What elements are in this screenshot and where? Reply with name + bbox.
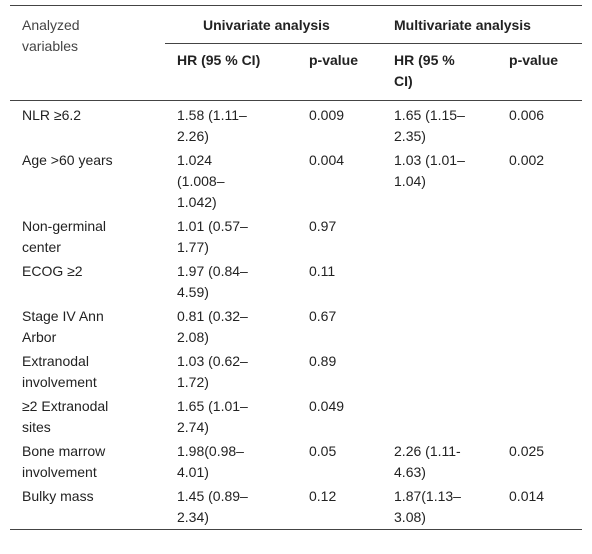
results-table: Analyzed variables Univariate analysis M… (10, 5, 583, 530)
p-value-cell: 0.002 (509, 152, 545, 168)
p-value-cell: 0.67 (309, 308, 337, 324)
hr-cell: 1.98(0.98–4.01) (177, 443, 244, 480)
p-value-cell: 0.05 (309, 443, 337, 459)
table-row: ECOG ≥2 1.97 (0.84–4.59) 0.11 (10, 259, 582, 304)
p-value-cell: 0.004 (309, 152, 345, 168)
hr-cell (382, 214, 497, 259)
table-body: NLR ≥6.2 1.58 (1.11–2.26) 0.009 1.65 (1.15–… (10, 101, 583, 530)
group-header: Univariate analysis (203, 17, 330, 33)
subheader-row: HR (95 % CI) p-value HR (95 % CI) p-valu… (10, 43, 583, 101)
variable-cell: NLR ≥6.2 (22, 107, 82, 123)
variable-cell: ECOG ≥2 (22, 263, 83, 279)
hr-cell (382, 304, 497, 349)
p-value-cell: 0.049 (309, 398, 345, 414)
variable-cell: Age >60 years (22, 152, 113, 168)
hr-cell: 1.65 (1.01–2.74) (177, 398, 248, 435)
variable-cell: Non-germinal center (22, 218, 107, 255)
hr-cell: 1.03 (1.01–1.04) (394, 152, 465, 189)
table-row: Bulky mass 1.45 (0.89–2.34) 0.12 1.87(1.13–… (10, 484, 583, 530)
table-row: Age >60 years 1.024 (1.008–1.042) 0.004 1.0… (10, 148, 582, 214)
variable-cell: Bone marrow involvement (22, 443, 106, 480)
table-row: Extranodal involvement 1.03 (0.62–1.72) 0.… (10, 349, 582, 394)
variable-cell: Stage IV Ann Arbor (22, 308, 104, 345)
p-value-cell (497, 349, 582, 394)
header-row: Analyzed variables Univariate analysis M… (10, 5, 583, 54)
hr-cell: 1.01 (0.57–1.77) (177, 218, 248, 255)
p-value-cell (497, 214, 582, 259)
hr-cell (382, 259, 497, 304)
hr-cell: 1.03 (0.62–1.72) (177, 353, 248, 390)
table-row: Non-germinal center 1.01 (0.57–1.77) 0.97 (10, 214, 582, 259)
table-row: NLR ≥6.2 1.58 (1.11–2.26) 0.009 1.65 (1.15–… (10, 101, 582, 149)
p-value-cell (497, 259, 582, 304)
table-row: Bone marrow involvement 1.98(0.98–4.01) 0.… (10, 439, 582, 484)
variable-cell: Extranodal involvement (22, 353, 97, 390)
p-value-cell: 0.11 (309, 263, 336, 279)
p-value-cell: 0.97 (309, 218, 337, 234)
hr-cell: 1.45 (0.89–2.34) (177, 488, 248, 525)
hr-cell: 1.58 (1.11–2.26) (177, 107, 247, 144)
hr-cell: 1.024 (1.008–1.042) (177, 152, 225, 210)
hr-cell: 1.65 (1.15–2.35) (394, 107, 465, 144)
hr-cell (382, 349, 497, 394)
p-value-cell (497, 304, 582, 349)
variable-cell: ≥2 Extranodal sites (22, 398, 109, 435)
p-value-cell: 0.014 (509, 488, 545, 504)
column-header: p-value (497, 43, 583, 101)
hr-cell: 0.81 (0.32–2.08) (177, 308, 248, 345)
p-value-cell: 0.009 (309, 107, 345, 123)
variable-cell: Bulky mass (22, 488, 94, 504)
p-value-cell: 0.89 (309, 353, 337, 369)
hr-cell: 2.26 (1.11-4.63) (394, 443, 461, 480)
hr-cell: 1.97 (0.84–4.59) (177, 263, 248, 300)
p-value-cell: 0.025 (509, 443, 545, 459)
hr-cell (382, 394, 497, 439)
table-head: Analyzed variables Univariate analysis M… (10, 5, 583, 101)
p-value-cell: 0.12 (309, 488, 337, 504)
table-row: ≥2 Extranodal sites 1.65 (1.01–2.74) 0.049 (10, 394, 582, 439)
column-header: HR (95 % CI) (165, 43, 297, 101)
column-header: HR (95 % CI) (382, 43, 498, 101)
hr-cell: 1.87(1.13–3.08) (394, 488, 461, 525)
group-header: Multivariate analysis (394, 17, 531, 33)
table-row: Stage IV Ann Arbor 0.81 (0.32–2.08) 0.67 (10, 304, 582, 349)
column-header: p-value (297, 43, 383, 101)
corner-header: Analyzed variables (22, 17, 80, 54)
p-value-cell (497, 394, 582, 439)
p-value-cell: 0.006 (509, 107, 545, 123)
